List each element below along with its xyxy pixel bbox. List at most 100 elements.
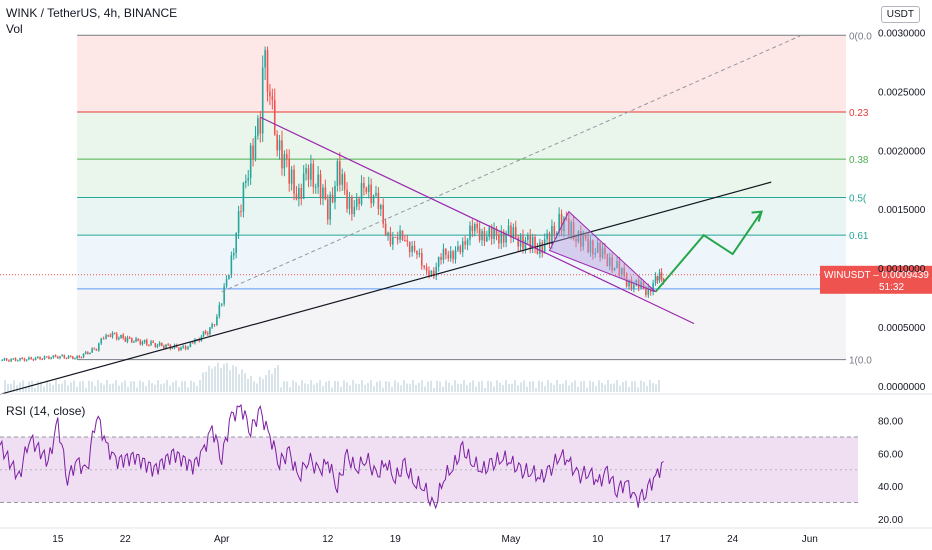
volume-bar bbox=[232, 365, 234, 392]
price-tick-label: 0.0015000 bbox=[878, 205, 926, 216]
candle-body bbox=[223, 286, 225, 304]
volume-bar bbox=[70, 382, 72, 392]
volume-bar bbox=[115, 380, 117, 392]
volume-bar bbox=[580, 381, 582, 392]
volume-bar bbox=[184, 381, 186, 392]
volume-bar bbox=[403, 380, 405, 392]
volume-bar bbox=[574, 380, 576, 392]
candle-body bbox=[481, 231, 483, 241]
volume-bar bbox=[319, 380, 321, 392]
volume-bar bbox=[175, 380, 177, 392]
rising-support-line bbox=[0, 181, 772, 395]
volume-bar bbox=[583, 381, 585, 392]
volume-bar bbox=[313, 384, 315, 392]
candle-body bbox=[435, 266, 438, 277]
volume-bar bbox=[541, 381, 543, 392]
candle-body bbox=[604, 247, 606, 254]
volume-bar bbox=[322, 386, 324, 392]
volume-bar bbox=[139, 380, 141, 392]
candle-body bbox=[192, 342, 194, 344]
volume-bar bbox=[25, 386, 27, 392]
volume-bar bbox=[535, 387, 537, 392]
candle-body bbox=[39, 356, 41, 360]
candle-body bbox=[408, 241, 411, 253]
volume-bar bbox=[451, 385, 453, 392]
last-price-tag bbox=[820, 265, 932, 294]
candle-body bbox=[293, 169, 295, 194]
candle-body bbox=[543, 239, 546, 254]
candle-body bbox=[582, 235, 585, 247]
volume-bar bbox=[154, 384, 156, 392]
volume-bar bbox=[490, 381, 492, 392]
candle-body bbox=[65, 357, 68, 359]
candle-body bbox=[269, 91, 271, 97]
candle-body bbox=[160, 342, 163, 346]
candle-body bbox=[551, 225, 553, 245]
volume-bar bbox=[385, 380, 387, 392]
candle-body bbox=[59, 356, 61, 359]
symbol-title: WINK / TetherUS, 4h, BINANCE bbox=[6, 6, 178, 20]
fib-level-label: 0.23 bbox=[849, 108, 869, 119]
fib-level-label: 0.61 bbox=[849, 231, 869, 242]
candle-body bbox=[433, 270, 435, 277]
candle-body bbox=[662, 278, 665, 282]
volume-bar bbox=[415, 384, 417, 392]
fib-level-label: 0(0.0 bbox=[849, 31, 872, 42]
candle-body bbox=[257, 118, 259, 136]
volume-bar bbox=[634, 381, 636, 392]
candle-body bbox=[613, 267, 616, 271]
volume-bar bbox=[19, 382, 21, 392]
volume-bar bbox=[298, 385, 300, 392]
volume-bar bbox=[295, 382, 297, 392]
candle-body bbox=[592, 240, 594, 255]
candle-body bbox=[601, 247, 604, 258]
volume-bar bbox=[196, 385, 198, 392]
candle-body bbox=[351, 196, 353, 215]
volume-bar bbox=[55, 380, 57, 392]
dashed-diagonal-line bbox=[221, 35, 801, 293]
volume-bar bbox=[655, 384, 657, 392]
candle-body bbox=[507, 225, 510, 235]
volume-bar bbox=[130, 381, 132, 392]
candle-body bbox=[370, 184, 372, 204]
volume-bar bbox=[250, 375, 252, 392]
wedge-shape bbox=[548, 210, 656, 293]
volume-bar bbox=[340, 386, 342, 392]
candle-body bbox=[230, 255, 233, 276]
volume-bar bbox=[187, 387, 189, 392]
candle-body bbox=[640, 281, 642, 288]
price-tick-label: 0.0025000 bbox=[878, 87, 926, 98]
volume-bar bbox=[181, 381, 183, 392]
candle-body bbox=[216, 316, 218, 325]
candle-body bbox=[584, 235, 587, 239]
candle-body bbox=[5, 358, 8, 361]
candle-body bbox=[401, 230, 404, 241]
candle-body bbox=[567, 218, 570, 235]
candle-body bbox=[606, 253, 609, 267]
volume-bar bbox=[178, 387, 180, 392]
candle-body bbox=[21, 357, 24, 359]
candle-body bbox=[660, 272, 663, 279]
candle-body bbox=[553, 225, 556, 235]
candle-body bbox=[178, 347, 180, 351]
volume-bar bbox=[358, 384, 360, 392]
volume-bar bbox=[607, 380, 609, 392]
candle-body bbox=[23, 358, 26, 361]
candle-body bbox=[3, 358, 6, 361]
volume-bar bbox=[421, 380, 423, 392]
candle-body bbox=[416, 250, 418, 255]
rsi-tick-label: 40.00 bbox=[878, 482, 903, 493]
volume-bar bbox=[643, 381, 645, 392]
candle-body bbox=[483, 231, 486, 242]
volume-bar bbox=[49, 382, 51, 392]
candle-body bbox=[599, 242, 601, 258]
volume-bar bbox=[133, 381, 135, 392]
candle-body bbox=[478, 228, 481, 241]
volume-bar bbox=[427, 381, 429, 392]
volume-bar bbox=[652, 383, 654, 392]
currency-button[interactable]: USDT bbox=[880, 6, 920, 23]
volume-bar bbox=[79, 381, 81, 392]
volume-bar bbox=[13, 380, 15, 392]
candle-body bbox=[329, 194, 331, 220]
candle-body bbox=[437, 257, 440, 267]
